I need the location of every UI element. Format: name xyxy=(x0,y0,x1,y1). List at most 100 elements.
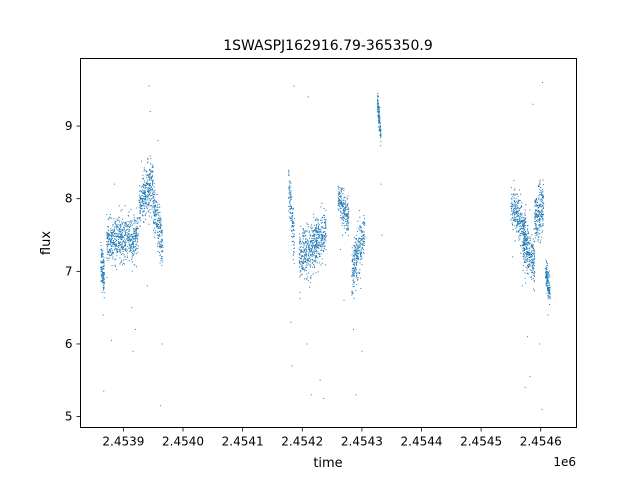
data-point xyxy=(522,232,524,234)
data-point xyxy=(313,238,315,240)
data-point xyxy=(153,230,155,232)
data-point xyxy=(528,241,530,243)
data-point xyxy=(522,223,524,225)
data-point xyxy=(109,255,111,257)
data-point xyxy=(522,258,524,260)
data-point xyxy=(152,179,154,181)
data-point xyxy=(288,192,290,194)
data-point xyxy=(542,215,544,217)
data-point xyxy=(517,196,519,198)
data-point xyxy=(141,214,143,216)
data-point xyxy=(154,218,156,220)
data-point xyxy=(100,270,102,272)
data-point xyxy=(526,237,528,239)
data-point xyxy=(524,233,526,235)
data-point xyxy=(138,194,140,196)
data-point xyxy=(290,198,292,200)
data-point xyxy=(320,244,322,246)
data-point xyxy=(541,206,543,208)
data-point xyxy=(324,226,326,228)
data-point xyxy=(539,191,541,193)
data-point xyxy=(319,235,321,237)
data-point xyxy=(107,251,109,253)
data-point xyxy=(119,250,121,252)
data-point xyxy=(123,246,125,248)
data-point xyxy=(344,207,346,209)
data-point xyxy=(377,108,379,110)
data-point xyxy=(361,227,363,229)
data-point xyxy=(126,252,128,254)
data-point xyxy=(101,279,103,281)
data-point xyxy=(357,271,359,273)
data-point xyxy=(301,241,303,243)
data-point xyxy=(515,200,517,202)
data-point xyxy=(315,245,317,247)
data-point xyxy=(299,247,301,249)
data-point xyxy=(102,279,104,281)
data-point xyxy=(111,253,113,255)
data-point xyxy=(124,224,126,226)
data-point xyxy=(139,190,141,192)
data-point xyxy=(149,191,151,193)
data-point xyxy=(107,259,109,261)
data-point xyxy=(524,226,526,228)
data-point xyxy=(114,233,116,235)
data-point xyxy=(120,235,122,237)
data-point xyxy=(531,254,533,256)
data-point xyxy=(523,222,525,224)
data-point xyxy=(312,242,314,244)
data-point xyxy=(514,208,516,210)
data-point xyxy=(541,223,543,225)
x-tick-label: 2.4543 xyxy=(341,435,383,449)
data-point xyxy=(347,207,349,209)
data-point xyxy=(542,184,544,186)
data-point xyxy=(538,224,540,226)
data-point xyxy=(288,197,290,199)
data-point xyxy=(378,122,380,124)
data-point xyxy=(118,205,120,207)
data-point xyxy=(137,245,139,247)
data-point xyxy=(303,254,305,256)
data-point xyxy=(362,244,364,246)
data-point xyxy=(317,225,319,227)
data-point xyxy=(523,244,525,246)
data-point xyxy=(311,230,313,232)
data-point xyxy=(134,235,136,237)
data-point xyxy=(520,252,522,254)
data-point xyxy=(380,135,382,137)
data-point xyxy=(103,265,105,267)
data-point xyxy=(363,237,365,239)
data-point xyxy=(529,243,531,245)
data-point xyxy=(313,230,315,232)
data-point xyxy=(320,228,322,230)
data-point xyxy=(359,242,361,244)
data-point xyxy=(307,254,309,256)
data-point xyxy=(146,201,148,203)
data-point xyxy=(525,282,527,284)
data-point xyxy=(314,220,316,222)
data-point xyxy=(107,243,109,245)
data-point xyxy=(338,204,340,206)
data-point xyxy=(343,190,345,192)
data-point xyxy=(159,222,161,224)
data-point xyxy=(547,271,549,273)
data-point xyxy=(136,223,138,225)
x-axis-label: time xyxy=(313,456,342,471)
data-point xyxy=(129,240,131,242)
data-point xyxy=(301,266,303,268)
data-point xyxy=(377,106,379,108)
data-point xyxy=(148,223,150,225)
data-point xyxy=(352,279,354,281)
data-point xyxy=(149,190,151,192)
data-point xyxy=(542,196,544,198)
data-point xyxy=(119,242,121,244)
data-point xyxy=(533,261,535,263)
data-point xyxy=(539,225,541,227)
data-point xyxy=(159,226,161,228)
data-point xyxy=(511,204,513,206)
data-point xyxy=(291,229,293,231)
data-point xyxy=(150,186,152,188)
data-point xyxy=(523,227,525,229)
data-point xyxy=(157,237,159,239)
data-point xyxy=(540,186,542,188)
